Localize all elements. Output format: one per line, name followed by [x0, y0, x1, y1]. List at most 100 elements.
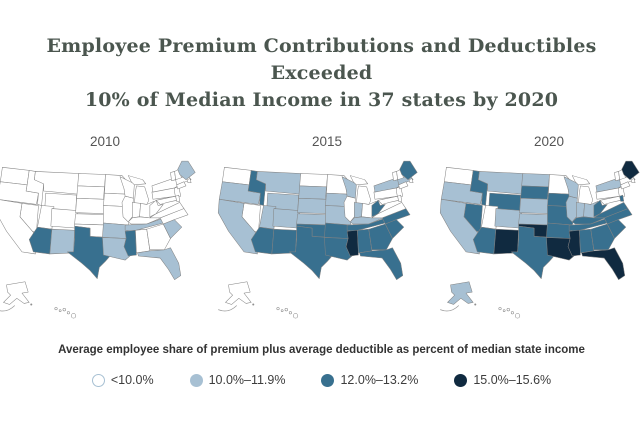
year-label-2015: 2015 [311, 134, 343, 149]
legend-swatch-12-to-13-2 [321, 373, 335, 387]
state-CO [494, 208, 522, 229]
state-CT [176, 181, 187, 190]
state-ME [621, 160, 640, 180]
state-HI [293, 313, 299, 319]
state-SD [520, 185, 549, 200]
state-ME [177, 160, 196, 180]
state-HI [58, 309, 62, 312]
state-HI [62, 308, 66, 312]
page-title: Employee Premium Contributions and Deduc… [20, 33, 623, 114]
state-HI [288, 311, 292, 315]
state-CO [272, 208, 300, 229]
state-AZ [28, 226, 53, 255]
aleutian-islands [0, 305, 16, 312]
state-IN [354, 202, 363, 219]
state-HI [502, 309, 506, 312]
state-AZ [472, 226, 497, 255]
state-NM [493, 228, 519, 255]
legend-item-10-to-11-9: 10.0%–11.9% [189, 373, 286, 387]
legend-label-12-to-13-2: 12.0%–13.2% [340, 373, 419, 387]
legend-item-15-to-15-6: 15.0%–15.6% [454, 373, 551, 387]
state-MI [127, 175, 146, 186]
us-choropleth-map-2010 [0, 160, 196, 319]
state-HI [280, 309, 284, 312]
state-HI [276, 307, 280, 311]
state-RI [630, 178, 636, 184]
state-HI [506, 308, 510, 312]
state-ND [521, 173, 550, 188]
state-MI [356, 185, 372, 205]
state-MD [599, 195, 621, 205]
alaska-islet [252, 303, 255, 306]
legend-swatch-10-to-11-9 [189, 373, 203, 387]
alaska-islet [474, 303, 477, 306]
state-HI [515, 313, 521, 319]
state-HI [284, 308, 288, 312]
state-AK [447, 281, 474, 305]
state-IN [132, 202, 141, 219]
state-FL [137, 247, 182, 280]
legend-swatch-15-to-15-6 [454, 373, 468, 387]
state-AR [324, 222, 351, 239]
state-ND [299, 173, 328, 188]
map-panel-2010: 2010 [0, 134, 216, 322]
legend-item-12-to-13-2: 12.0%–13.2% [321, 373, 418, 387]
state-FL [359, 247, 404, 280]
state-AZ [250, 226, 275, 255]
state-GA [590, 223, 615, 251]
map-panel-2020: 2020 [438, 134, 643, 322]
state-RI [186, 178, 192, 184]
state-HI [510, 311, 514, 315]
state-SD [298, 185, 327, 200]
state-AK [225, 281, 252, 305]
alaska-islet [30, 303, 33, 306]
state-MI [578, 185, 594, 205]
state-HI [54, 307, 58, 311]
legend-caption: Average employee share of premium plus a… [58, 344, 585, 356]
legend-item-under-10: <10.0% [91, 373, 154, 387]
state-HI [498, 307, 502, 311]
state-NM [49, 228, 75, 255]
maps-row: 2010 2015 2020 [0, 134, 643, 322]
state-DE [619, 194, 625, 202]
map-panel-2015: 2015 [216, 134, 438, 322]
state-CT [398, 181, 409, 190]
state-DE [397, 194, 403, 202]
state-ME [399, 160, 418, 180]
state-RI [408, 178, 414, 184]
state-SD [76, 185, 105, 200]
state-IN [576, 202, 585, 219]
state-TX [67, 225, 113, 279]
state-NM [271, 228, 297, 255]
state-MI [571, 175, 590, 186]
title-line-2: 10% of Median Income in 37 states by 202… [84, 89, 559, 111]
state-MD [155, 195, 177, 205]
state-AR [546, 222, 573, 239]
state-HI [66, 311, 70, 315]
state-HI [71, 313, 77, 319]
year-label-2010: 2010 [89, 134, 121, 149]
us-choropleth-map-2020 [439, 160, 640, 319]
state-DE [175, 194, 181, 202]
state-MD [377, 195, 399, 205]
title-line-1: Employee Premium Contributions and Deduc… [46, 35, 597, 84]
state-MI [349, 175, 368, 186]
legend-label-10-to-11-9: 10.0%–11.9% [208, 373, 286, 387]
state-GA [146, 223, 171, 251]
state-FL [581, 247, 626, 280]
legend-label-under-10: <10.0% [110, 373, 154, 387]
year-label-2020: 2020 [533, 134, 565, 149]
state-MI [134, 185, 150, 205]
us-choropleth-map-2015 [217, 160, 418, 319]
state-AK [3, 281, 30, 305]
state-TX [511, 225, 557, 279]
state-AR [102, 222, 129, 239]
state-ND [77, 173, 106, 188]
legend: <10.0% 10.0%–11.9% 12.0%–13.2% 15.0%–15.… [0, 373, 643, 387]
state-CT [620, 181, 631, 190]
legend-swatch-under-10 [91, 373, 105, 387]
state-CO [50, 208, 78, 229]
aleutian-islands [218, 305, 238, 312]
state-TX [289, 225, 335, 279]
